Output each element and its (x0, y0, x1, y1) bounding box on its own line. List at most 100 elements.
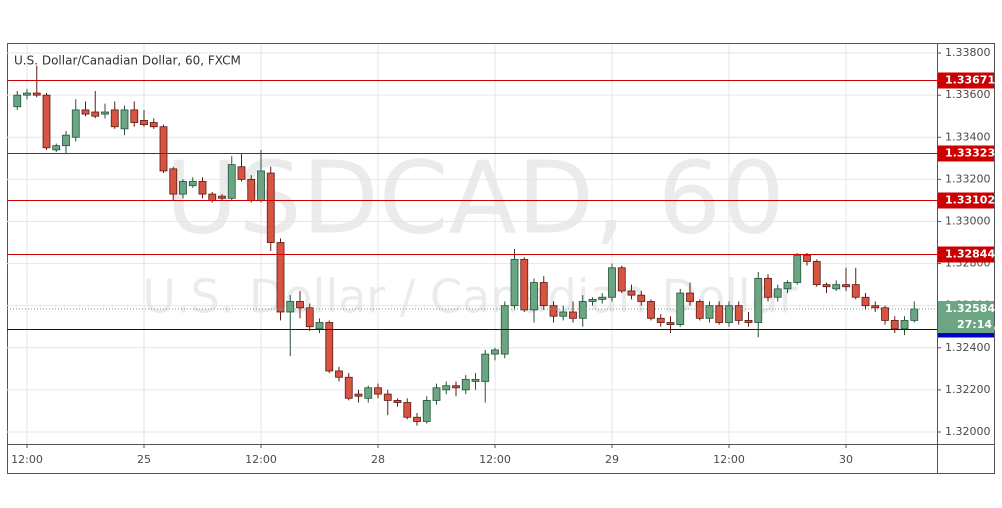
candle-body (510, 258, 519, 307)
chart-frame (7, 43, 995, 474)
candle-body (783, 282, 792, 290)
candle-body (198, 181, 207, 195)
candle-body (588, 298, 597, 302)
candle-body (861, 296, 870, 307)
candle-body (169, 168, 178, 195)
candle-body (832, 284, 841, 290)
candle-body (559, 311, 568, 317)
candle-body (666, 322, 675, 326)
plot (13, 65, 919, 426)
candle-body (42, 94, 51, 149)
candle-body (773, 288, 782, 298)
level-label: 1.33102 (945, 194, 995, 207)
x-tick-label: 28 (371, 453, 385, 466)
candle-body (257, 170, 265, 201)
candle-body (656, 317, 665, 323)
y-tick-label: 1.32000 (945, 425, 991, 438)
candle-body (52, 145, 61, 151)
candle-body (578, 301, 587, 319)
level-label-bg (938, 72, 994, 89)
y-tick-label: 1.33400 (945, 130, 991, 143)
last-price-bg (938, 301, 994, 334)
candle-body (23, 92, 31, 96)
x-tick-label: 30 (839, 453, 853, 466)
candle-body (471, 378, 480, 382)
candle-body (344, 376, 353, 399)
candle-body (900, 320, 909, 330)
x-tick-label: 12:00 (713, 453, 745, 466)
candle-body (296, 301, 304, 309)
candle-body (208, 193, 217, 201)
candle-body (374, 387, 382, 395)
candle-body (364, 387, 373, 399)
y-tick-label: 1.32400 (945, 341, 991, 354)
candle-body (432, 387, 441, 401)
candle-body (188, 181, 197, 187)
candle-body (647, 301, 655, 319)
candle-body (140, 120, 148, 126)
candle-body (598, 296, 607, 300)
candle-body (851, 284, 860, 298)
y-tick-label: 1.33800 (945, 46, 991, 59)
x-tick-label: 12:00 (11, 453, 43, 466)
y-tick-label: 1.33000 (945, 214, 991, 227)
candle-body (754, 277, 763, 323)
candle-body (627, 290, 636, 296)
candle-body (881, 307, 889, 321)
candle-body (325, 322, 334, 372)
candle-body (335, 370, 343, 378)
candle-body (822, 284, 831, 288)
candle-body (520, 258, 529, 311)
candle-body (81, 109, 90, 115)
x-tick-label: 12:00 (245, 453, 277, 466)
candle-body (413, 416, 421, 422)
candle-body (13, 94, 22, 108)
candle-body (530, 282, 538, 311)
candle-body (276, 242, 285, 313)
candle-body (793, 254, 802, 283)
candle-body (549, 305, 558, 317)
candle-body (305, 307, 314, 328)
candle-body (764, 277, 772, 298)
candle-body (159, 126, 168, 172)
candle-body (179, 181, 187, 195)
grid: 1.320001.322001.324001.326001.328001.330… (7, 44, 991, 466)
candle-body (286, 301, 295, 313)
candle-body (842, 284, 850, 288)
candle-body (442, 385, 451, 391)
candle-body (608, 267, 616, 298)
countdown: 27:14 (957, 318, 992, 331)
candle-body (403, 402, 412, 418)
x-tick-label: 25 (137, 453, 151, 466)
x-tick-label: 29 (605, 453, 619, 466)
candle-body (354, 393, 363, 397)
candle-body (491, 349, 499, 355)
x-tick-label: 12:00 (479, 453, 511, 466)
level-label: 1.33323 (945, 147, 995, 160)
last-price-label: 1.32584 (945, 302, 995, 315)
candle-body (110, 109, 119, 128)
candle-body (227, 164, 236, 199)
candle-body (422, 400, 431, 422)
candle-body (569, 311, 577, 319)
candle-body (393, 400, 402, 403)
candle-body (803, 254, 811, 262)
candle-body (383, 393, 392, 401)
candle-body (734, 305, 743, 321)
price-labels: 1.336711.333231.331021.328441.324901.325… (7, 72, 995, 338)
candle-body (686, 292, 694, 302)
candle-body (101, 111, 109, 115)
candle-body (315, 322, 324, 330)
level-label-bg (938, 145, 994, 162)
candle-body (266, 172, 275, 243)
y-tick-label: 1.33600 (945, 88, 991, 101)
candle-body (695, 301, 704, 319)
candle-body (247, 178, 256, 201)
candle-body (890, 320, 899, 330)
candle-body (705, 305, 714, 319)
candle-body (237, 166, 246, 180)
candle-body (481, 353, 490, 382)
candle-body (812, 261, 821, 286)
candle-body (452, 385, 460, 389)
candle-body (218, 195, 226, 199)
